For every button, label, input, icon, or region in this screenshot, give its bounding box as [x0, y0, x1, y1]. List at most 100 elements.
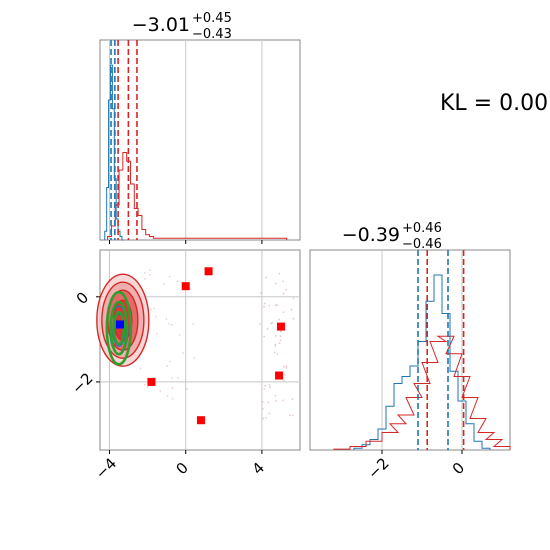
x-tick-label: 4 — [249, 459, 268, 478]
sample-dot — [292, 317, 295, 320]
sample-dot — [176, 280, 179, 283]
sample-dot — [192, 323, 195, 325]
y-tick-label: −2 — [68, 369, 96, 397]
sample-dot — [182, 352, 184, 354]
x-tick-label: −4 — [92, 454, 120, 482]
sample-dot — [171, 377, 174, 379]
sample-dot — [266, 328, 269, 330]
density-contour-green — [105, 290, 133, 366]
sample-dot — [171, 397, 174, 400]
sample-dot — [263, 335, 266, 338]
sample-dot — [149, 273, 152, 276]
sample-dot — [264, 385, 267, 387]
sample-dot — [269, 386, 271, 389]
panel-title-value: −3.01 — [132, 14, 190, 36]
panel-title-lower-error: −0.46 — [402, 237, 442, 252]
sample-dot — [285, 365, 288, 367]
sample-dot — [144, 277, 146, 280]
sample-dot — [278, 342, 281, 344]
sample-dot — [279, 339, 282, 342]
sample-dot — [282, 311, 285, 314]
sample-dot — [282, 366, 285, 368]
marker-red — [204, 267, 213, 276]
sample-dot — [291, 414, 294, 417]
sample-dot — [178, 333, 181, 336]
sample-dot — [270, 322, 273, 325]
histogram-series-blue — [353, 274, 491, 450]
sample-dot — [159, 390, 162, 392]
histogram-series-red — [107, 152, 288, 240]
sample-dot — [150, 308, 153, 311]
sample-dot — [274, 282, 277, 285]
sample-dot — [177, 376, 180, 379]
marker-red — [147, 377, 156, 386]
x-tick-label: −2 — [364, 454, 392, 482]
sample-dot — [259, 323, 262, 325]
sample-dot — [189, 288, 192, 290]
sample-dot — [292, 297, 295, 300]
sample-dot — [152, 307, 155, 310]
panel-title-upper-error: +0.45 — [192, 11, 232, 26]
panel-title-top-left: −3.01 +0.45−0.43 — [132, 11, 232, 42]
kl-label: KL = 0.00 — [440, 91, 548, 116]
sample-dot — [273, 351, 276, 354]
sample-dot — [146, 385, 149, 388]
x-tick-label: 0 — [449, 459, 468, 478]
sample-dot — [170, 323, 173, 326]
sample-dot — [171, 386, 174, 389]
sample-dot — [167, 323, 170, 325]
sample-dot — [283, 379, 285, 382]
sample-dot — [290, 308, 293, 311]
marker-red — [196, 416, 205, 425]
sample-dot — [278, 318, 281, 321]
sample-dot — [262, 417, 265, 420]
sample-dot — [285, 367, 288, 369]
sample-dot — [291, 398, 294, 400]
panel-frame-bottom-left — [99, 249, 301, 451]
panel-title-bottom-right: −0.39 +0.46−0.46 — [342, 221, 442, 252]
histogram-series-red — [333, 335, 511, 450]
density-contour-green — [109, 300, 129, 356]
panel-frame-top-left — [99, 39, 301, 241]
sample-dot — [275, 399, 277, 402]
sample-dot — [282, 280, 284, 283]
sample-dot — [274, 343, 277, 346]
sample-dot — [186, 388, 189, 390]
sample-dot — [259, 292, 262, 295]
sample-dot — [267, 401, 270, 404]
sample-dot — [265, 276, 268, 279]
sample-dot — [148, 269, 151, 272]
sample-dot — [278, 272, 281, 275]
sample-dot — [274, 394, 277, 397]
sample-dot — [168, 275, 171, 278]
sample-dot — [279, 330, 282, 333]
sample-dot — [155, 332, 158, 335]
sample-dot — [261, 408, 264, 410]
sample-dot — [282, 292, 285, 295]
sample-dot — [193, 357, 196, 360]
sample-dot — [263, 388, 266, 390]
sample-dot — [283, 373, 286, 376]
sample-dot — [166, 394, 169, 397]
sample-dot — [263, 302, 266, 305]
marker-red — [181, 282, 190, 291]
sample-dot — [276, 353, 279, 356]
marker-red — [276, 322, 285, 331]
sample-dot — [155, 315, 157, 318]
panel-title-lower-error: −0.43 — [192, 27, 232, 42]
sample-dot — [144, 271, 146, 274]
sample-dot — [275, 304, 278, 307]
sample-dot — [274, 345, 277, 347]
panel-title-value: −0.39 — [342, 224, 400, 246]
sample-dot — [265, 416, 267, 419]
sample-dot — [139, 367, 142, 370]
marker-blue — [116, 320, 124, 329]
sample-dot — [279, 335, 282, 338]
sample-dot — [274, 334, 277, 337]
sample-dot — [268, 412, 271, 415]
sample-dot — [163, 283, 166, 286]
panel-title-upper-error: +0.46 — [402, 221, 442, 236]
sample-dot — [261, 400, 264, 403]
sample-dot — [289, 414, 291, 417]
panel-frame-bottom-right — [309, 249, 511, 451]
